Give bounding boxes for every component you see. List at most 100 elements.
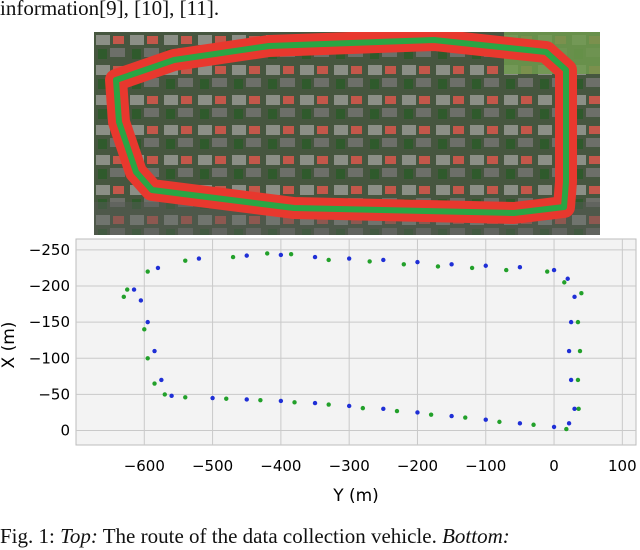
aerial-route-image xyxy=(94,32,600,235)
caption-mid: The route of the data collection vehicle… xyxy=(97,524,443,548)
data-point-blue xyxy=(278,398,284,404)
data-point-blue xyxy=(346,256,352,261)
data-point-green xyxy=(183,258,188,263)
data-point-green xyxy=(577,348,583,354)
y-tick-label: 0 xyxy=(60,422,70,440)
data-point-green xyxy=(576,406,581,412)
data-point-blue xyxy=(155,265,161,271)
data-point-green xyxy=(121,294,127,300)
x-tick-label: −100 xyxy=(465,457,506,475)
data-point-green xyxy=(230,254,236,260)
data-point-green xyxy=(360,405,366,411)
caption-top-label: Top: xyxy=(60,524,98,548)
x-tick-label: −500 xyxy=(192,457,233,475)
data-point-green xyxy=(152,381,157,386)
x-tick-label: −600 xyxy=(124,457,165,475)
caption-bottom-label: Bottom: xyxy=(442,524,510,548)
x-axis-label: Y (m) xyxy=(332,486,379,506)
data-point-green xyxy=(183,395,188,400)
plot-area xyxy=(75,238,637,446)
map-scatter-chart: −600 −500 −400 −300 −200 −100 0 100 −250 −200 −15… xyxy=(0,235,640,520)
data-point-blue xyxy=(566,348,572,354)
data-point-blue xyxy=(312,254,318,260)
data-point-blue xyxy=(572,406,577,412)
y-tick-label: −150 xyxy=(29,313,70,331)
grid-lines xyxy=(76,239,636,445)
y-tick-label: −250 xyxy=(29,241,70,259)
data-point-green xyxy=(401,262,407,267)
data-point-blue xyxy=(159,377,164,383)
data-point-blue xyxy=(415,410,420,415)
x-tick-label: −400 xyxy=(260,457,301,475)
x-tick-label: 0 xyxy=(549,457,559,475)
data-point-green xyxy=(145,356,150,361)
data-point-blue xyxy=(196,256,202,261)
data-point-blue xyxy=(312,400,318,406)
data-point-green xyxy=(531,422,536,427)
data-point-green xyxy=(463,415,468,420)
data-point-green xyxy=(394,408,400,414)
x-tick-label: 100 xyxy=(608,457,637,475)
data-point-green xyxy=(504,267,509,273)
data-point-blue xyxy=(244,397,249,402)
data-point-blue xyxy=(346,403,352,409)
data-point-green xyxy=(562,280,567,285)
y-axis-label: X (m) xyxy=(0,322,19,369)
x-axis-ticks: −600 −500 −400 −300 −200 −100 0 100 xyxy=(124,457,637,475)
data-point-green xyxy=(545,269,550,274)
data-point-green xyxy=(265,251,270,256)
data-point-green xyxy=(288,251,294,257)
data-point-blue xyxy=(568,319,574,325)
data-point-blue xyxy=(566,421,572,426)
data-point-green xyxy=(224,396,229,401)
paper-text-top-content: information[9], [10], [11]. xyxy=(0,0,220,20)
data-point-blue xyxy=(278,252,284,258)
route-inner-line xyxy=(113,37,569,216)
y-tick-label: −100 xyxy=(29,349,70,367)
data-point-green xyxy=(125,287,130,292)
data-point-blue xyxy=(169,393,174,399)
data-point-blue xyxy=(572,294,577,300)
chart-svg: −600 −500 −400 −300 −200 −100 0 100 −250−200−15… xyxy=(0,238,637,506)
data-point-blue xyxy=(483,417,488,422)
data-point-blue xyxy=(381,257,386,263)
data-point-blue xyxy=(565,276,570,281)
y-axis-ticks: −250 −200 −150 −100 −50 0 xyxy=(29,241,70,440)
x-tick-label: −300 xyxy=(329,457,370,475)
data-points xyxy=(121,251,584,432)
data-point-blue xyxy=(381,406,386,412)
data-point-green xyxy=(326,257,331,263)
data-point-green xyxy=(292,400,297,405)
x-tick-label: −200 xyxy=(397,457,438,475)
data-point-green xyxy=(428,412,434,417)
y-tick-label: −50 xyxy=(38,385,70,403)
data-point-blue xyxy=(483,263,488,268)
y-tick-label: −200 xyxy=(29,277,70,295)
data-point-green xyxy=(367,259,372,264)
aerial-route-svg xyxy=(94,32,600,235)
data-point-green xyxy=(326,402,331,407)
data-point-blue xyxy=(145,319,150,325)
data-point-green xyxy=(258,397,263,403)
data-point-green xyxy=(497,419,502,425)
data-point-blue xyxy=(244,253,249,258)
paper-text-top: information[9], [10], [11]. xyxy=(0,0,219,22)
data-point-blue xyxy=(449,262,454,267)
data-point-blue xyxy=(152,348,157,354)
caption-prefix: Fig. 1: xyxy=(0,524,61,548)
data-point-blue xyxy=(138,298,144,303)
data-point-blue xyxy=(517,421,523,426)
data-point-green xyxy=(575,319,581,325)
data-point-green xyxy=(469,265,475,271)
data-point-green xyxy=(162,392,167,397)
data-point-blue xyxy=(551,424,557,430)
data-point-green xyxy=(435,264,441,269)
data-point-green xyxy=(564,426,569,432)
data-point-blue xyxy=(131,287,137,292)
data-point-green xyxy=(575,377,581,383)
data-point-green xyxy=(142,327,147,332)
data-point-blue xyxy=(449,413,454,419)
figure-caption: Fig. 1: Top: The route of the data colle… xyxy=(0,522,510,550)
data-point-blue xyxy=(568,377,574,383)
data-point-blue xyxy=(551,267,557,273)
